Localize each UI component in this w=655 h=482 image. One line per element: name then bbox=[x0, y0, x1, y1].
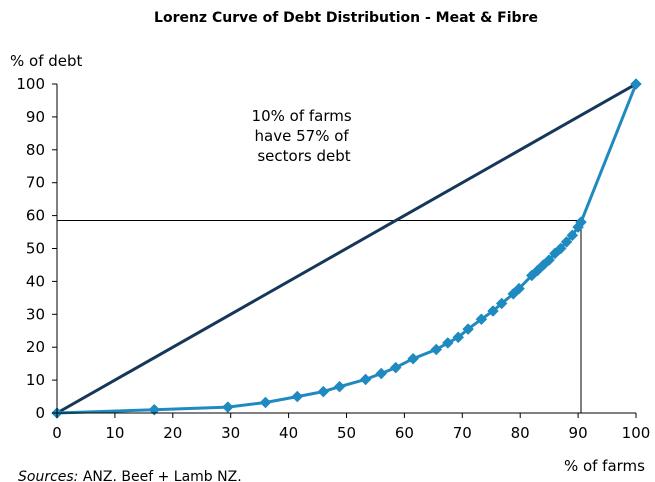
reference-lines bbox=[57, 220, 582, 413]
data-point bbox=[441, 337, 454, 349]
annotation-line-2: have 57% of bbox=[255, 127, 350, 145]
data-point bbox=[452, 331, 465, 344]
y-tick-label: 30 bbox=[26, 305, 45, 323]
annotation-line-3: sectors debt bbox=[257, 147, 350, 165]
x-tick-label: 70 bbox=[453, 424, 472, 442]
equality-line-line bbox=[56, 82, 637, 415]
source-note: Sources: ANZ. Beef + Lamb NZ. bbox=[18, 469, 242, 482]
source-label: Sources: bbox=[18, 469, 78, 482]
data-point bbox=[554, 242, 567, 255]
x-axis-label: % of farms bbox=[564, 457, 645, 475]
x-tick-label: 20 bbox=[163, 424, 182, 442]
y-tick-label: 20 bbox=[26, 338, 45, 356]
data-point bbox=[462, 323, 474, 335]
data-point bbox=[543, 254, 556, 266]
x-tick-label: 10 bbox=[105, 424, 124, 442]
x-tick-label: 40 bbox=[279, 424, 298, 442]
annotation-line-1: 10% of farms bbox=[252, 107, 352, 125]
x-tick-label: 0 bbox=[52, 424, 62, 442]
annotation: 10% of farms have 57% of sectors debt bbox=[252, 107, 357, 165]
x-tick-labels: 0 10 20 30 40 50 60 70 80 90 100 bbox=[52, 424, 650, 442]
data-point bbox=[359, 373, 372, 386]
data-point bbox=[475, 313, 488, 326]
x-tick-label: 30 bbox=[221, 424, 240, 442]
data-point bbox=[560, 236, 573, 248]
y-tick-label: 70 bbox=[26, 174, 45, 192]
x-tick-label: 100 bbox=[622, 424, 651, 442]
data-point bbox=[495, 297, 508, 310]
data-point bbox=[259, 396, 272, 409]
x-tick-label: 90 bbox=[569, 424, 588, 442]
data-point bbox=[291, 390, 304, 403]
chart-title: Lorenz Curve of Debt Distribution - Meat… bbox=[154, 10, 538, 26]
x-tick-label: 50 bbox=[337, 424, 356, 442]
y-tick-label: 0 bbox=[35, 404, 45, 422]
data-point bbox=[333, 380, 346, 393]
y-tick-labels: 0 10 20 30 40 50 60 70 80 90 100 bbox=[16, 75, 45, 422]
y-tick-label: 10 bbox=[26, 371, 45, 389]
data-point bbox=[487, 305, 499, 317]
data-point bbox=[148, 403, 161, 416]
data-point bbox=[389, 361, 402, 374]
y-tick-label: 90 bbox=[26, 108, 45, 126]
x-tick-label: 60 bbox=[395, 424, 414, 442]
axes bbox=[52, 83, 637, 418]
source-text: ANZ. Beef + Lamb NZ. bbox=[78, 469, 241, 482]
data-point bbox=[531, 264, 544, 277]
y-tick-label: 100 bbox=[16, 75, 45, 93]
data-point bbox=[407, 352, 419, 365]
y-tick-label: 60 bbox=[26, 207, 45, 225]
x-tick-label: 80 bbox=[511, 424, 530, 442]
y-tick-label: 50 bbox=[26, 240, 45, 258]
y-axis-label: % of debt bbox=[10, 52, 83, 70]
y-tick-label: 80 bbox=[26, 141, 45, 159]
data-point bbox=[375, 367, 388, 380]
data-point bbox=[221, 401, 234, 413]
data-point bbox=[575, 216, 587, 229]
data-point bbox=[630, 78, 642, 90]
series-layer bbox=[51, 78, 642, 419]
data-point bbox=[513, 282, 525, 295]
data-point bbox=[317, 385, 330, 398]
y-tick-label: 40 bbox=[26, 272, 45, 290]
data-point bbox=[566, 229, 579, 242]
data-point bbox=[430, 343, 443, 356]
